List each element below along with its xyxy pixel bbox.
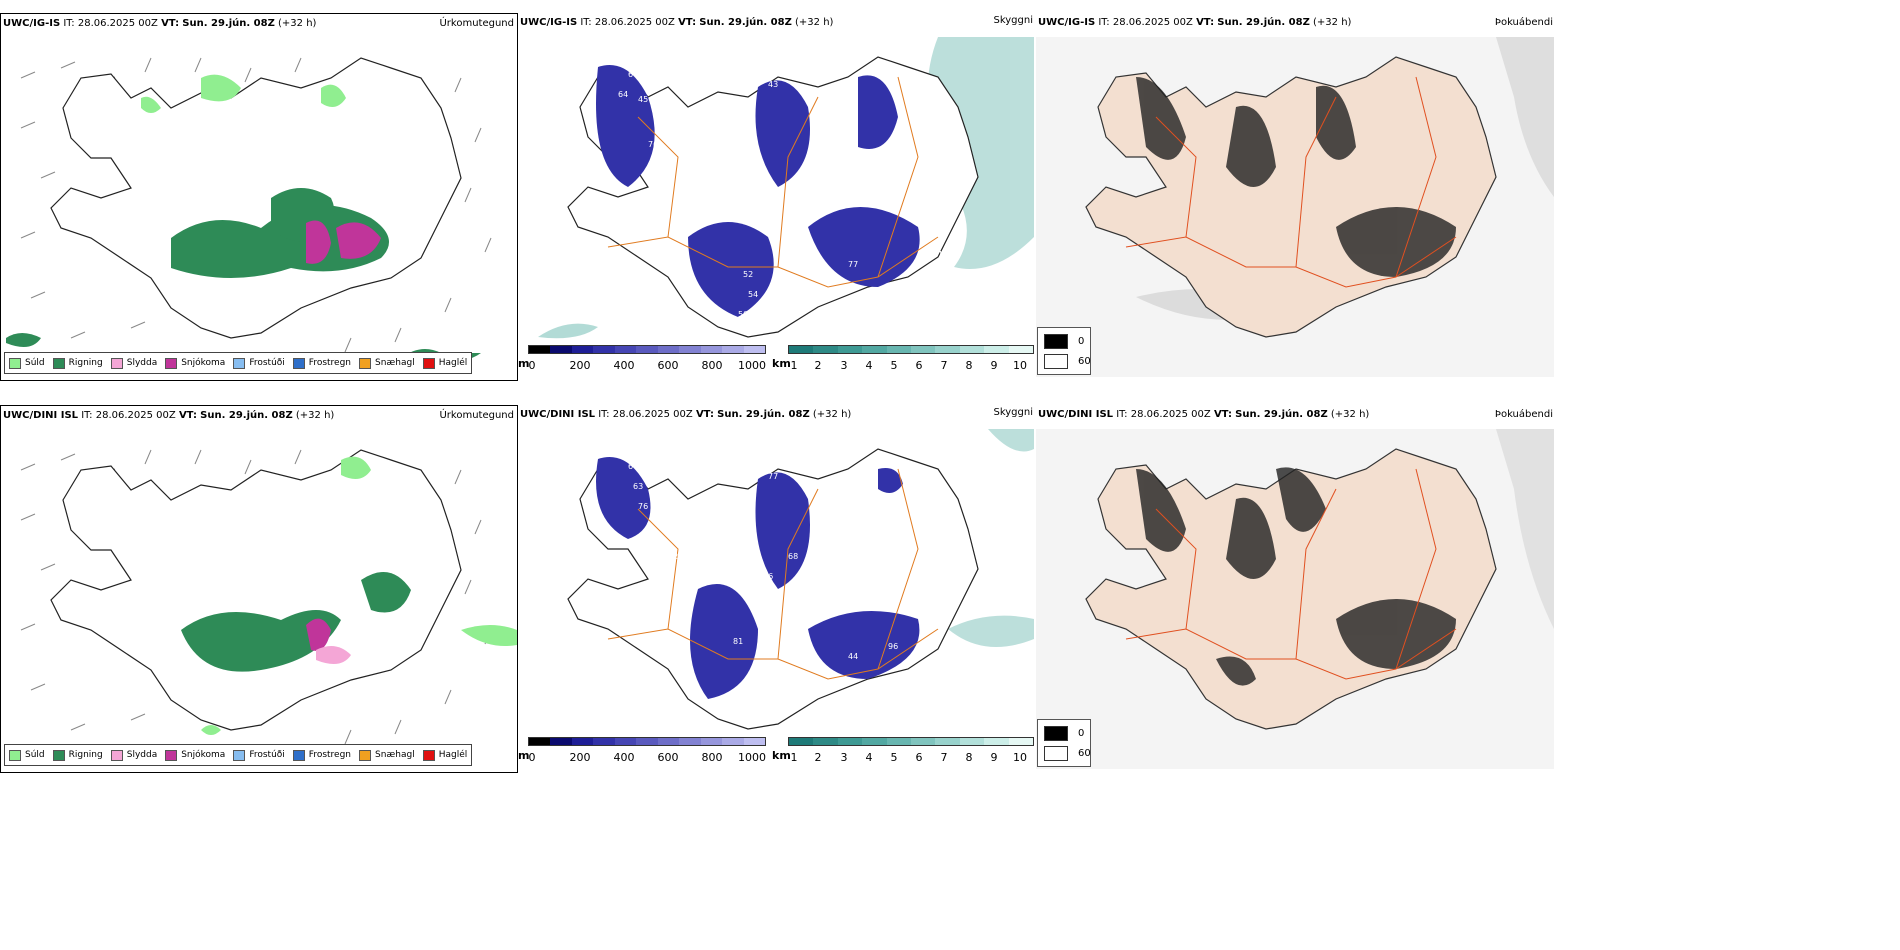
svg-text:77: 77 [768, 472, 778, 481]
panel-name: Þokuábendi [1494, 409, 1553, 420]
roads [1125, 468, 1457, 680]
svg-text:42: 42 [668, 552, 678, 561]
fog-map [1036, 37, 1554, 377]
roads [607, 76, 939, 288]
legend-item: Frostregn [292, 749, 351, 761]
svg-text:76: 76 [648, 140, 658, 149]
rain-areas [181, 456, 517, 735]
legend-item: Frostúði [233, 357, 285, 369]
legend-item: Súld [9, 749, 45, 761]
legend-item: Snæhagl [359, 357, 415, 369]
panel-name: Skyggni [993, 407, 1033, 418]
cloud-panel-bottom: UWC/DINI ISL IT: 28.06.2025 00Z VT: Sun.… [518, 405, 1036, 773]
legend-item: Snæhagl [359, 749, 415, 761]
svg-text:81: 81 [733, 637, 743, 646]
fog-legend: 0 60 [1037, 719, 1091, 767]
iceland-outline [50, 449, 462, 731]
svg-text:77: 77 [848, 260, 858, 269]
legend-item: Slydda [110, 749, 157, 761]
fog-index-shading [1136, 467, 1456, 686]
cloudbase-colorbar: m 0 200 400 600 800 1000 [518, 737, 768, 767]
fog-panel-bottom: UWC/DINI ISL IT: 28.06.2025 00Z VT: Sun.… [1036, 405, 1556, 773]
svg-text:43: 43 [768, 80, 778, 89]
svg-text:43: 43 [743, 697, 753, 706]
fog-map [1036, 429, 1554, 769]
precip-panel-bottom: UWC/DINI ISL IT: 28.06.2025 00Z VT: Sun.… [0, 405, 518, 773]
svg-text:48: 48 [748, 672, 758, 681]
cloud-panel-top: UWC/IG-IS IT: 28.06.2025 00Z VT: Sun. 29… [518, 13, 1036, 381]
legend-item: Snjókoma [165, 357, 225, 369]
svg-text:72: 72 [808, 180, 818, 189]
visibility-colorbar: km 1 2 3 4 5 6 7 8 9 10 [772, 345, 1036, 375]
roads [607, 468, 939, 680]
legend-item: Rigning [52, 357, 103, 369]
fog-legend: 0 60 [1037, 327, 1091, 375]
panel-title: UWC/DINI ISL IT: 28.06.2025 00Z VT: Sun.… [520, 409, 852, 420]
legend-item: Súld [9, 357, 45, 369]
precip-legend: Súld Rigning Slydda Snjókoma Frostúði Fr… [4, 744, 473, 766]
precip-map [20, 449, 517, 745]
panel-title: UWC/IG-IS IT: 28.06.2025 00Z VT: Sun. 29… [3, 18, 317, 29]
cloud-map: 64 63 76 66 42 77 68 56 81 48 43 44 96 6… [567, 429, 1034, 730]
svg-text:45: 45 [638, 95, 648, 104]
rain-areas [6, 74, 481, 358]
cloud-map: 64 64 45 49 76 38 43 72 52 54 50 77 61 1… [538, 37, 1034, 339]
svg-text:54: 54 [748, 290, 758, 299]
legend-item: Haglél [422, 357, 467, 369]
legend-item: Haglél [422, 749, 467, 761]
svg-text:61: 61 [928, 230, 938, 239]
svg-text:63: 63 [633, 482, 643, 491]
svg-text:68: 68 [788, 552, 798, 561]
legend-item: Frostregn [292, 357, 351, 369]
low-cloud-areas [596, 65, 920, 317]
visibility-colorbar: km 1 2 3 4 5 6 7 8 9 10 [772, 737, 1036, 767]
svg-text:44: 44 [848, 652, 858, 661]
svg-text:107: 107 [938, 250, 953, 259]
legend-item: Frostúði [233, 749, 285, 761]
low-cloud-areas [596, 457, 920, 699]
svg-text:64: 64 [628, 462, 638, 471]
roads [1125, 76, 1457, 288]
panel-title: UWC/DINI ISL IT: 28.06.2025 00Z VT: Sun.… [1038, 409, 1370, 420]
svg-text:38: 38 [678, 210, 688, 219]
panel-name: Úrkomutegund [439, 410, 514, 421]
legend-item: Slydda [110, 357, 157, 369]
precip-panel-top: UWC/IG-IS IT: 28.06.2025 00Z VT: Sun. 29… [0, 13, 518, 381]
panel-name: Skyggni [993, 15, 1033, 26]
svg-text:61: 61 [928, 622, 938, 631]
iceland-outline [50, 57, 462, 339]
svg-text:64: 64 [628, 70, 638, 79]
svg-text:50: 50 [738, 310, 748, 319]
svg-text:52: 52 [743, 270, 753, 279]
panel-title: UWC/IG-IS IT: 28.06.2025 00Z VT: Sun. 29… [1038, 17, 1352, 28]
precip-map [6, 57, 492, 358]
panel-title: UWC/IG-IS IT: 28.06.2025 00Z VT: Sun. 29… [520, 17, 834, 28]
cloud-base-labels: 64 63 76 66 42 77 68 56 81 48 43 44 96 6… [628, 462, 938, 706]
cloudbase-colorbar: m 0 200 400 600 800 1000 [518, 345, 768, 375]
panel-name: Úrkomutegund [439, 18, 514, 29]
panel-name: Þokuábendi [1494, 17, 1553, 28]
svg-text:56: 56 [763, 572, 773, 581]
fog-panel-top: UWC/IG-IS IT: 28.06.2025 00Z VT: Sun. 29… [1036, 13, 1556, 381]
svg-text:66: 66 [658, 522, 668, 531]
panel-title: UWC/DINI ISL IT: 28.06.2025 00Z VT: Sun.… [3, 410, 335, 421]
legend-item: Snjókoma [165, 749, 225, 761]
legend-item: Rigning [52, 749, 103, 761]
precip-legend: Súld Rigning Slydda Snjókoma Frostúði Fr… [4, 352, 473, 374]
svg-text:76: 76 [638, 502, 648, 511]
svg-text:96: 96 [888, 642, 898, 651]
svg-text:64: 64 [618, 90, 628, 99]
svg-text:49: 49 [668, 120, 678, 129]
cloud-base-labels: 64 64 45 49 76 38 43 72 52 54 50 77 61 1… [618, 70, 953, 319]
fog-index-shading [1136, 77, 1456, 277]
